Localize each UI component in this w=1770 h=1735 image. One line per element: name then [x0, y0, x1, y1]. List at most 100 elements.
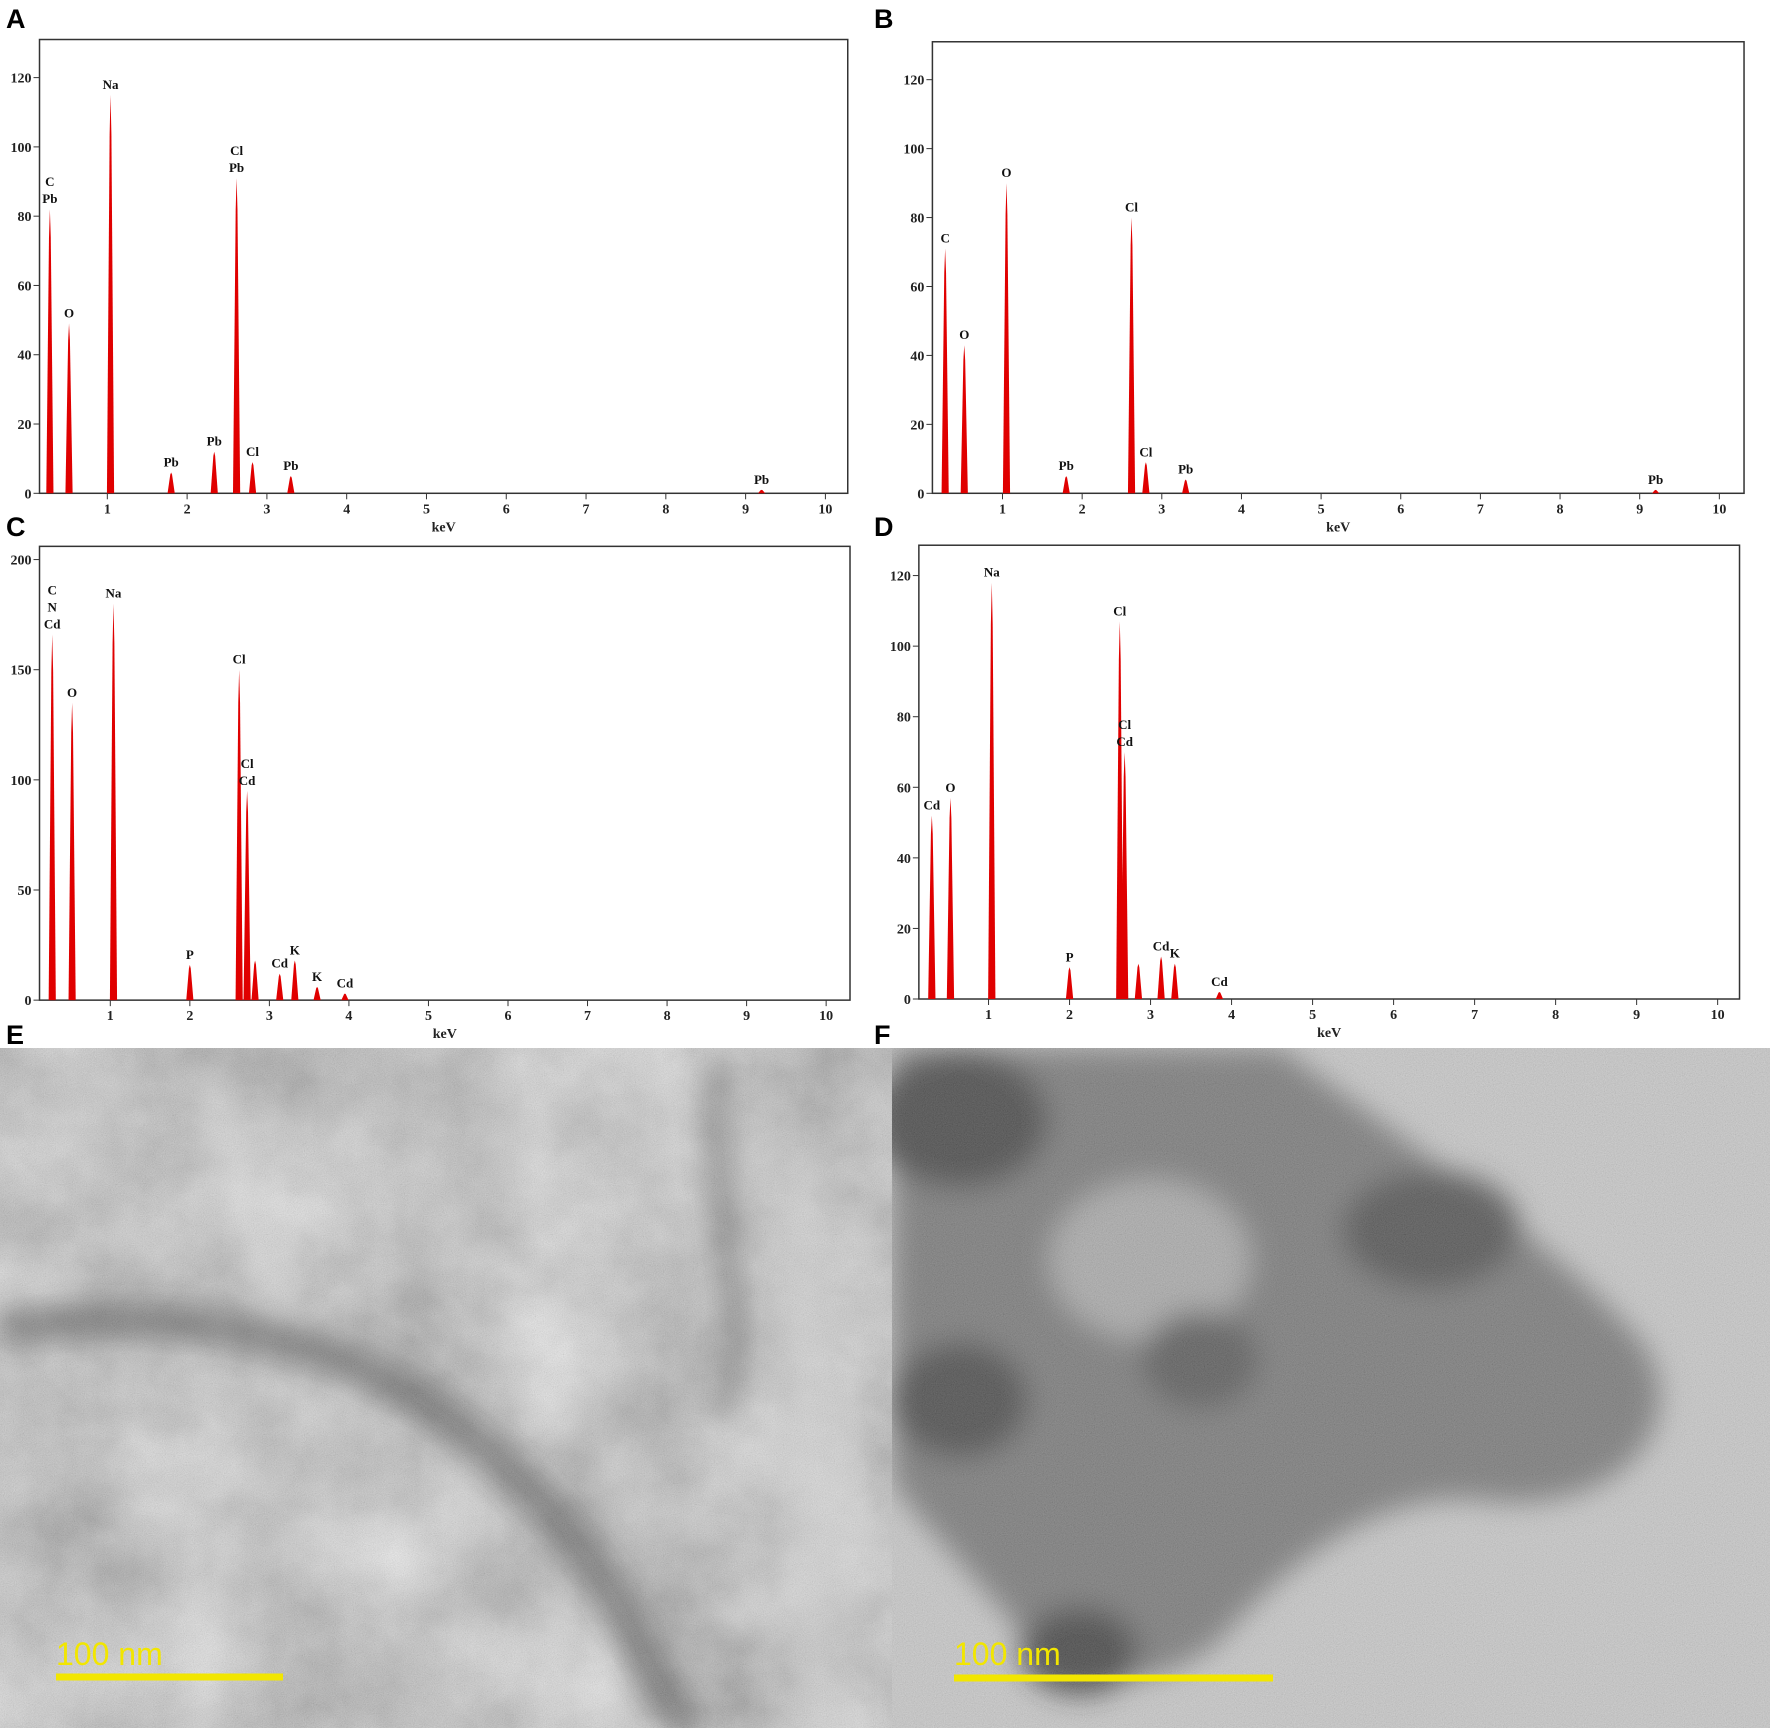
peak-label: K: [1170, 946, 1181, 961]
peak-label: Na: [984, 565, 1000, 580]
peak-label: N: [48, 599, 58, 614]
peak-label: Cd: [1153, 939, 1170, 954]
peak: [1171, 963, 1179, 1000]
y-tick-label: 100: [903, 143, 924, 158]
peak-label: Cd: [1211, 974, 1228, 989]
peak: [1134, 963, 1143, 1000]
spectrum-panel: B 0 20 40 60 80 100 120 1 2 3 4 5 6 7 8 9 10 keV C O O Pb Cl Cl P…: [874, 4, 1745, 535]
peak: [235, 669, 243, 1001]
tem-image-f: [892, 1048, 1770, 1728]
panel-label: D: [874, 512, 894, 542]
peak: [291, 960, 299, 1001]
peak: [109, 603, 118, 1001]
peak: [167, 472, 175, 494]
peak-label: Cd: [1116, 734, 1133, 749]
peak-label: Cl: [1125, 200, 1138, 215]
y-tick-label: 0: [25, 994, 32, 1009]
x-tick-label: 1: [107, 1009, 114, 1024]
peak: [287, 475, 295, 494]
x-tick-label: 3: [1158, 502, 1165, 517]
y-tick-label: 60: [910, 280, 924, 295]
peak-label: Cl: [246, 444, 259, 459]
spectrum-panel: A 0 20 40 60 80 100 120 1 2 3 4 5 6 7 8 9 10 keV C Pb O Na Pb Pb…: [6, 4, 849, 535]
x-tick-label: 2: [184, 502, 191, 517]
peak-label: Cl: [241, 756, 254, 771]
x-axis-label: keV: [1326, 520, 1350, 535]
peak: [1215, 991, 1224, 1000]
peak-label: O: [67, 685, 77, 700]
peak-label: Pb: [1178, 462, 1193, 477]
peak-label: Cd: [271, 956, 288, 971]
x-tick-label: 9: [742, 502, 749, 517]
peak-label: Pb: [42, 191, 57, 206]
y-tick-label: 60: [897, 781, 911, 796]
peak: [232, 178, 241, 494]
peak: [1157, 956, 1165, 1000]
x-axis-label: keV: [432, 520, 456, 535]
x-tick-label: 8: [1552, 1008, 1559, 1023]
y-tick-label: 50: [18, 884, 32, 899]
x-tick-label: 4: [1238, 502, 1245, 517]
x-tick-label: 10: [818, 502, 832, 517]
peak: [988, 582, 996, 1000]
y-tick-label: 0: [904, 993, 911, 1008]
peak: [65, 323, 73, 494]
peak-label: O: [1001, 165, 1011, 180]
peak-label: C: [940, 231, 949, 246]
x-tick-label: 3: [263, 502, 270, 517]
peak: [243, 790, 251, 1001]
peak: [946, 797, 955, 1000]
peak: [757, 489, 766, 494]
y-tick-label: 120: [11, 72, 32, 87]
peak: [210, 451, 218, 494]
peak-label: Cl: [230, 143, 243, 158]
x-tick-label: 8: [662, 502, 669, 517]
x-tick-label: 7: [1477, 502, 1484, 517]
peak-label: Pb: [207, 434, 222, 449]
panel-label: C: [6, 512, 26, 542]
y-tick-label: 100: [11, 141, 32, 156]
peak: [1182, 479, 1190, 494]
x-tick-label: 1: [985, 1008, 992, 1023]
y-tick-label: 0: [917, 487, 924, 502]
peak-label: O: [64, 306, 74, 321]
y-tick-label: 20: [910, 418, 924, 433]
peak-label: Pb: [283, 458, 298, 473]
x-tick-label: 4: [343, 502, 350, 517]
plot-area: [931, 41, 1745, 495]
y-tick-label: 40: [910, 349, 924, 364]
peak: [1065, 967, 1074, 1000]
x-tick-label: 6: [503, 502, 510, 517]
plot-area: [38, 38, 849, 495]
x-tick-label: 1: [999, 502, 1006, 517]
peak-label: C: [45, 174, 54, 189]
scale-label: 100 nm: [954, 1636, 1061, 1672]
y-tick-label: 120: [903, 74, 924, 89]
peak-label: Pb: [1059, 458, 1074, 473]
x-tick-label: 2: [1066, 1008, 1073, 1023]
x-tick-label: 1: [104, 502, 111, 517]
peak: [48, 634, 56, 1001]
y-tick-label: 120: [890, 570, 911, 585]
peak-label: Pb: [754, 472, 769, 487]
x-tick-label: 10: [819, 1009, 833, 1024]
x-tick-label: 10: [1712, 502, 1726, 517]
peak-label: Cl: [1139, 444, 1152, 459]
peak: [1120, 752, 1129, 1000]
x-axis-label: keV: [1317, 1026, 1341, 1041]
peak-label: Cd: [924, 798, 941, 813]
peak: [1127, 217, 1136, 494]
peak: [186, 964, 194, 1001]
x-tick-label: 9: [743, 1009, 750, 1024]
y-tick-label: 100: [890, 640, 911, 655]
peak-label: Cl: [233, 652, 246, 667]
x-tick-label: 3: [1147, 1008, 1154, 1023]
spectrum-panel: D 0 20 40 60 80 100 120 1 2 3 4 5 6 7 8 9 10 keV Cd O Na P Cl Cl…: [874, 512, 1741, 1041]
peak-label: K: [290, 942, 301, 957]
x-tick-label: 6: [1390, 1008, 1397, 1023]
panel-label: A: [6, 4, 26, 34]
y-tick-label: 200: [11, 554, 32, 569]
